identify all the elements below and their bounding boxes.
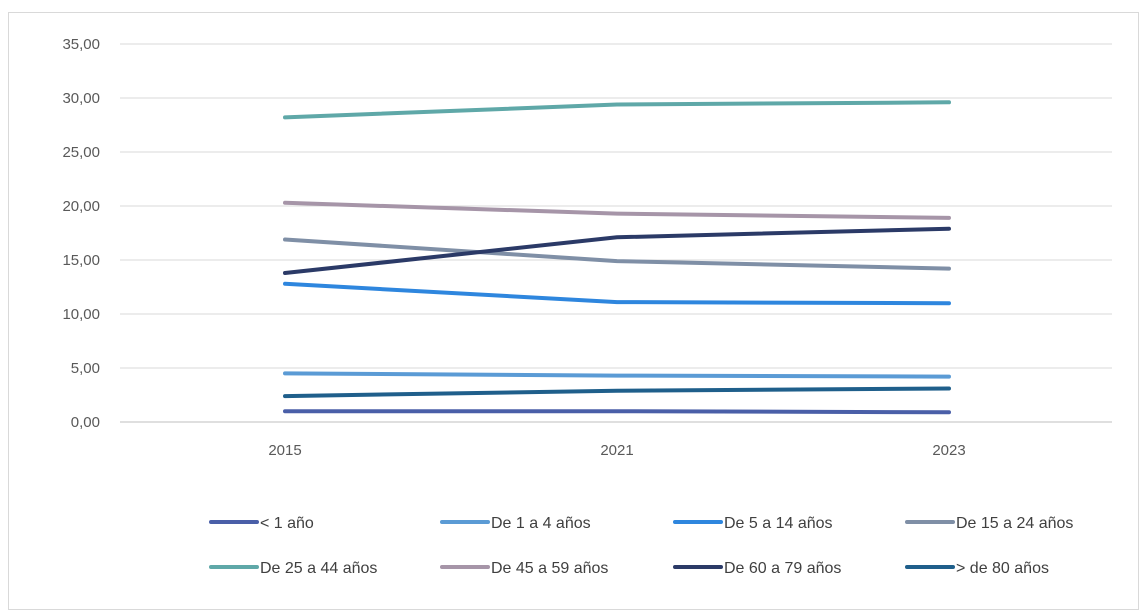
legend-label: > de 80 años: [956, 560, 1049, 577]
y-tick-label: 15,00: [62, 252, 100, 269]
x-tick-label: 2023: [932, 442, 965, 459]
legend-label: De 45 a 59 años: [491, 560, 608, 577]
legend-label: De 1 a 4 años: [491, 515, 591, 532]
series-line-1: [283, 371, 951, 379]
x-axis-ticks: 2015 2021 2023: [268, 442, 965, 459]
y-tick-label: 25,00: [62, 144, 100, 161]
legend-label: De 60 a 79 años: [724, 560, 841, 577]
x-tick-label: 2021: [600, 442, 633, 459]
legend: < 1 año De 1 a 4 años De 5 a 14 años De 15 …: [209, 515, 1073, 577]
y-axis-ticks: 0,00 5,00 10,00 15,00 20,00 25,00 30,00 35,00: [62, 36, 100, 431]
y-tick-label: 10,00: [62, 306, 100, 323]
y-tick-label: 0,00: [71, 414, 100, 431]
x-tick-label: 2015: [268, 442, 301, 459]
chart-frame: [8, 12, 1139, 610]
series-lines: [283, 100, 951, 415]
series-line-5: [283, 200, 951, 220]
series-line-7: [283, 386, 951, 399]
series-line-2: [283, 281, 951, 306]
gridlines: [120, 43, 1112, 423]
legend-label: De 25 a 44 años: [260, 560, 377, 577]
legend-label: De 5 a 14 años: [724, 515, 833, 532]
y-tick-label: 5,00: [71, 360, 100, 377]
y-tick-label: 20,00: [62, 198, 100, 215]
series-line-4: [283, 100, 951, 120]
y-tick-label: 35,00: [62, 36, 100, 53]
series-line-6: [283, 226, 951, 275]
legend-label: < 1 año: [260, 515, 314, 532]
series-line-0: [283, 409, 951, 415]
series-line-3: [283, 237, 951, 271]
legend-label: De 15 a 24 años: [956, 515, 1073, 532]
y-tick-label: 30,00: [62, 90, 100, 107]
